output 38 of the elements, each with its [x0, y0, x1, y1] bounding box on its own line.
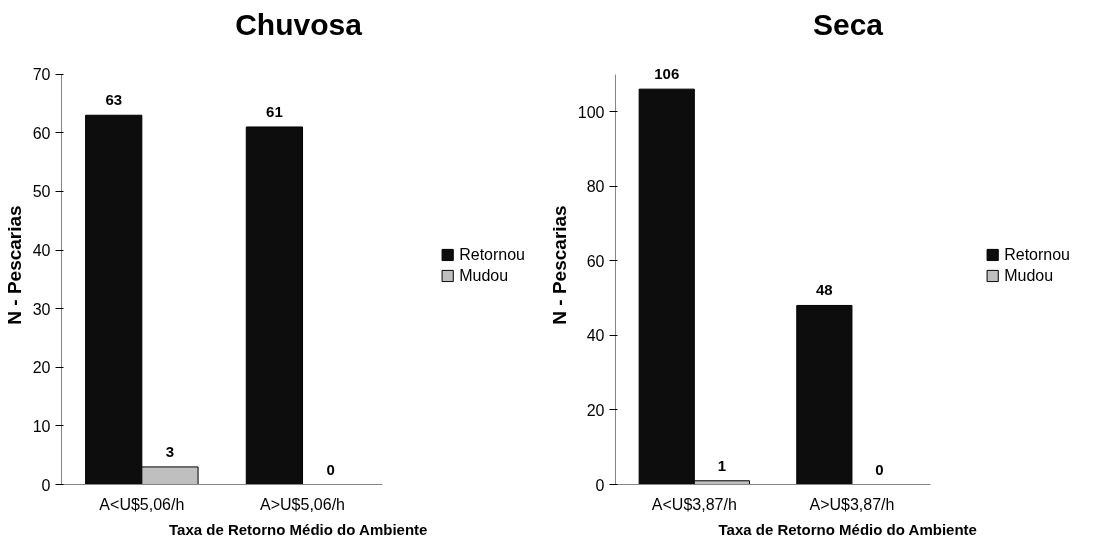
x-axis-title: Taxa de Retorno Médio do Ambiente [169, 520, 428, 538]
bar [796, 304, 853, 485]
y-tick-label: 60 [586, 252, 605, 270]
y-tick-label: 100 [577, 103, 605, 121]
data-label: 48 [816, 281, 833, 299]
y-tick-label: 10 [32, 417, 51, 435]
y-tick-label: 80 [586, 178, 605, 196]
y-tick-label: 60 [32, 124, 51, 142]
data-label: 63 [105, 91, 123, 109]
y-tick-label: 0 [41, 476, 51, 494]
data-label: 106 [654, 65, 680, 83]
y-tick-label: 50 [32, 183, 51, 201]
bar [245, 126, 304, 485]
x-tick-label: A>U$3,87/h [809, 495, 895, 513]
data-label: 61 [266, 102, 283, 120]
chart-title: Seca [812, 7, 884, 41]
y-tick-label: 0 [595, 476, 605, 494]
x-axis-title: Taxa de Retorno Médio do Ambiente [718, 520, 977, 538]
legend-label: Retornou [1004, 245, 1070, 263]
legend-label: Mudou [1004, 266, 1054, 284]
y-tick-label: 70 [32, 66, 51, 84]
y-tick-label: 40 [32, 242, 51, 260]
legend-label: Mudou [459, 266, 509, 284]
data-label: 0 [326, 460, 335, 478]
legend-label: Retornou [459, 245, 525, 263]
chart-title: Chuvosa [235, 7, 363, 41]
data-label: 1 [717, 456, 727, 474]
y-tick-label: 40 [586, 327, 605, 345]
x-tick-label: A>U$5,06/h [260, 495, 345, 513]
x-tick-label: A<U$3,87/h [651, 495, 737, 513]
y-tick-label: 30 [32, 300, 51, 318]
data-label: 3 [165, 442, 175, 460]
y-tick-label: 20 [32, 359, 51, 377]
y-tick-label: 20 [586, 401, 605, 419]
y-axis-title: N - Pescarias [3, 205, 25, 325]
data-label: 0 [875, 460, 884, 478]
x-tick-label: A<U$5,06/h [99, 495, 185, 513]
y-axis-title: N - Pescarias [548, 205, 570, 325]
